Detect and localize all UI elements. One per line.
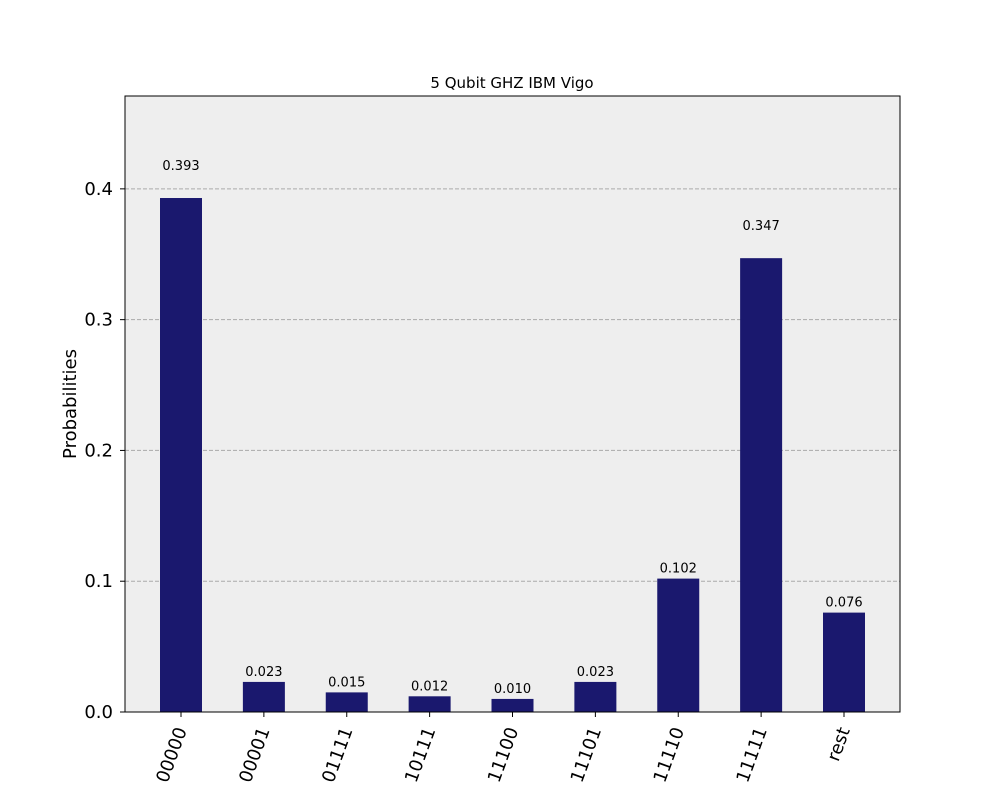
bar xyxy=(160,198,202,712)
bar xyxy=(408,696,451,712)
chart-title: 5 Qubit GHZ IBM Vigo xyxy=(430,74,593,92)
x-tick-label: 00000 xyxy=(152,725,191,786)
value-label: 0.023 xyxy=(245,665,282,680)
bar xyxy=(574,681,617,712)
y-tick-label: 0.2 xyxy=(84,440,113,461)
x-tick-label: 11111 xyxy=(733,725,772,786)
value-label: 0.012 xyxy=(411,679,448,694)
x-tick-label: 10111 xyxy=(401,725,440,786)
bar xyxy=(325,692,368,712)
x-tick-label: 11110 xyxy=(650,725,689,786)
bar xyxy=(242,681,285,712)
y-tick-label: 0.3 xyxy=(84,310,113,331)
bar xyxy=(740,258,783,712)
plot-frame xyxy=(124,95,901,713)
y-tick-label: 0.4 xyxy=(84,179,113,200)
value-label: 0.010 xyxy=(494,682,531,697)
value-label: 0.023 xyxy=(577,665,614,680)
x-tick-label: 11100 xyxy=(484,725,523,786)
bar xyxy=(823,612,865,712)
x-tick-label: 00001 xyxy=(235,725,274,786)
y-axis-label: Probabilities xyxy=(60,349,81,459)
value-label: 0.076 xyxy=(825,596,862,611)
value-label: 0.102 xyxy=(660,562,697,577)
y-tick-label: 0.1 xyxy=(84,571,113,592)
value-label: 0.393 xyxy=(162,159,199,174)
bar xyxy=(491,698,534,712)
value-label: 0.015 xyxy=(328,675,365,690)
x-tick-label: 01111 xyxy=(318,725,357,786)
value-label: 0.347 xyxy=(743,219,780,234)
x-tick-label: 11101 xyxy=(567,725,606,786)
bar xyxy=(657,578,700,712)
y-tick-label: 0.0 xyxy=(84,702,113,723)
x-tick-label: rest xyxy=(823,725,855,765)
